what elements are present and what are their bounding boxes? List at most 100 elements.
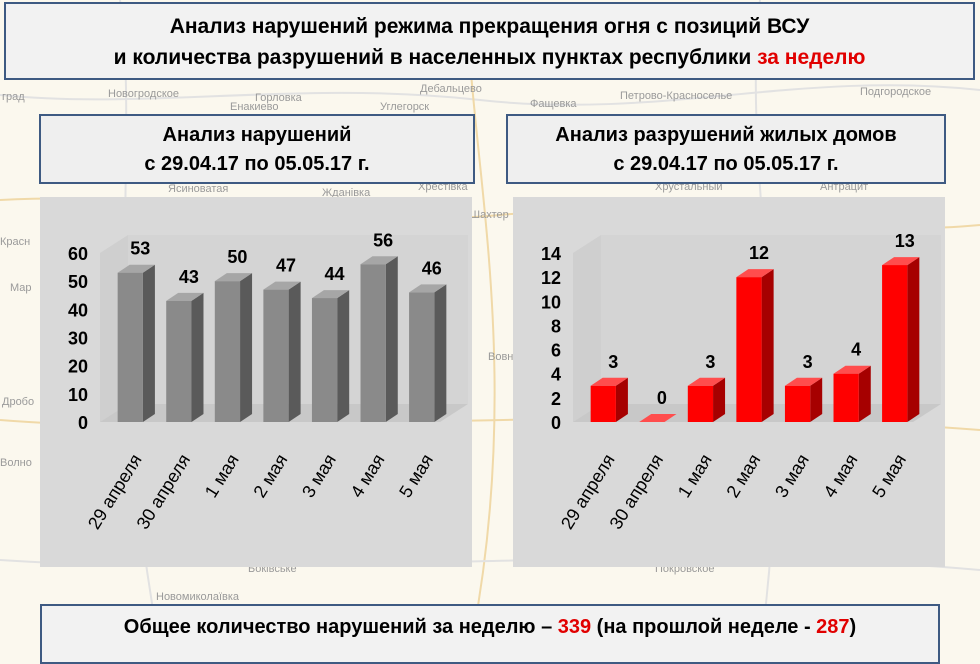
bar [117,272,143,422]
y-tick-label: 50 [68,272,88,292]
bar-side [434,284,447,422]
bar-top [311,290,350,299]
bar-side [761,269,774,422]
bar [360,264,386,422]
y-tick-label: 14 [541,244,561,264]
bar [833,373,859,422]
map-place-label: Углегорск [380,101,429,113]
data-label: 0 [657,388,667,408]
y-tick-label: 10 [541,292,561,312]
data-label: 13 [895,231,915,251]
destruction-chart-heading: Анализ разрушений жилых домов с 29.04.17… [506,114,946,184]
map-place-label: Вовно [488,351,520,363]
bar-top [736,269,774,278]
bar [590,385,616,422]
bar-side [337,290,350,422]
category-label: 5 мая [868,451,910,502]
map-place-label: Петрово-Красноселье [620,90,732,102]
data-label: 50 [227,247,247,267]
bar-side [142,264,155,422]
data-label: 3 [608,352,618,372]
map-place-label: Подгородское [860,86,931,98]
bar [166,300,192,422]
category-label: 3 мая [771,451,813,502]
map-road [469,59,496,650]
category-label: 3 мая [298,451,340,502]
side-wall [573,235,601,422]
map-place-label: Шахтер [470,209,509,221]
summary-line: Общее количество нарушений за неделю – 3… [42,612,938,642]
title-line-1: Анализ нарушений режима прекращения огня… [169,15,810,38]
bar [687,385,714,422]
violations-chart-panel: 0 10 20 30 40 50 60 53 29 апреля 43 30 апреля 50 1 м… [40,197,472,567]
y-tick-label: 12 [541,268,561,288]
summary-previous-value: 287 [816,616,850,638]
bar-side [907,257,920,422]
bar-top [784,377,823,386]
bar-side [615,377,628,422]
bar-top [117,264,155,273]
y-tick-label: 0 [551,413,561,433]
data-label: 3 [803,352,813,372]
y-tick-label: 4 [551,365,561,385]
violations-chart-title: Анализ нарушений [162,124,352,146]
bar-side [191,292,204,422]
bar-top [590,377,628,386]
category-label: 1 мая [201,451,243,502]
data-label: 3 [705,352,715,372]
category-label: 4 мая [820,451,862,502]
data-label: 4 [851,340,861,360]
bar-side [858,365,871,422]
map-place-label: Хрестівка [418,181,468,193]
bar-top [833,365,871,374]
map-place-label: Антрацит [820,181,868,193]
data-label: 46 [422,258,442,278]
title-line-2: и количества разрушений в населенных пун… [6,42,973,73]
y-tick-label: 10 [68,385,88,405]
data-label: 44 [325,264,345,284]
summary-total-value: 339 [557,616,592,638]
data-label: 47 [276,256,296,276]
y-tick-label: 20 [68,357,88,377]
map-place-label: град [2,91,25,103]
map-place-label: Жданівка [322,187,371,199]
map-place-label: Енакиево [230,101,278,113]
category-label: 4 мая [347,451,389,502]
map-place-label: Мар [10,282,32,294]
summary-total-prefix: Общее количество нарушений за неделю – [123,616,558,638]
bar-side [385,256,398,422]
bar [214,281,241,422]
y-tick-label: 2 [551,389,561,409]
destruction-chart-panel: 0 2 4 6 8 10 12 14 3 29 апреля 0 30 апреля 3 1 мая 12 2… [513,197,945,567]
title-banner: Анализ нарушений режима прекращения огня… [4,2,975,80]
violations-chart-heading: Анализ нарушений с 29.04.17 по 05.05.17 … [39,114,475,184]
bar-top [409,284,447,293]
bar-top [639,414,677,422]
y-tick-label: 6 [551,341,561,361]
map-place-label: Новогродское [108,88,179,100]
title-line-2-text: и количества разрушений в населенных пун… [113,46,758,69]
violations-chart-period: с 29.04.17 по 05.05.17 г. [144,153,370,175]
map-place-label: Волно [0,457,32,469]
data-label: 12 [749,243,769,263]
map-place-label: Красн [0,236,30,248]
data-label: 43 [179,267,199,287]
bar-top [360,256,398,265]
data-label: 56 [373,230,393,250]
category-label: 2 мая [249,451,291,502]
bar-top [687,377,726,386]
bar-top [882,257,920,266]
summary-total-suffix: ) [849,616,857,638]
category-label: 2 мая [722,451,764,502]
y-tick-label: 0 [78,413,88,433]
bar-side [810,377,823,422]
map-place-label: Ясиноватая [168,183,228,195]
bar [409,292,435,422]
map-place-label: Хрустальный [655,181,723,193]
title-highlight: за неделю [757,46,866,69]
destruction-chart-period: с 29.04.17 по 05.05.17 г. [613,153,839,175]
map-place-label: Новомиколаївка [156,591,240,603]
bar [736,277,762,422]
map-place-label: Горловка [255,92,303,104]
